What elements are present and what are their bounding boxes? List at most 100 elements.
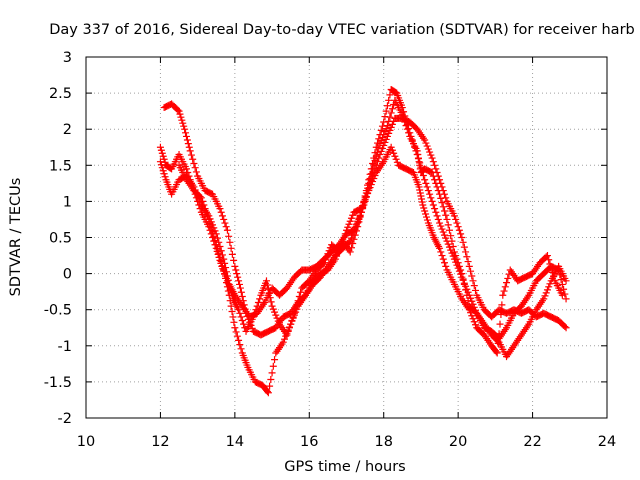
data-point-marker bbox=[420, 204, 428, 212]
data-point-marker bbox=[354, 223, 362, 231]
data-point-marker bbox=[320, 259, 328, 267]
data-point-marker bbox=[468, 297, 476, 305]
data-point-marker bbox=[343, 226, 350, 234]
data-point-marker bbox=[381, 138, 389, 146]
data-point-marker bbox=[185, 143, 193, 151]
data-point-marker bbox=[264, 389, 272, 397]
data-point-marker bbox=[271, 356, 279, 364]
data-point-marker bbox=[562, 295, 570, 303]
data-point-marker bbox=[284, 327, 292, 335]
data-point-marker bbox=[352, 227, 360, 235]
data-point-marker bbox=[562, 277, 570, 285]
data-point-marker bbox=[339, 237, 347, 245]
data-point-marker bbox=[331, 255, 339, 263]
data-point-marker bbox=[182, 132, 190, 140]
data-point-marker bbox=[189, 155, 197, 163]
data-point-marker bbox=[216, 256, 224, 264]
data-point-marker bbox=[436, 190, 444, 198]
data-point-marker bbox=[548, 268, 556, 276]
data-point-marker bbox=[457, 230, 465, 238]
data-point-marker bbox=[467, 309, 475, 317]
x-tick-label: 12 bbox=[151, 434, 169, 450]
data-point-marker bbox=[448, 237, 456, 245]
data-point-marker bbox=[439, 255, 447, 263]
data-point-marker bbox=[210, 237, 218, 245]
data-point-marker bbox=[268, 302, 276, 310]
data-point-marker bbox=[422, 139, 430, 147]
data-point-marker bbox=[434, 215, 442, 223]
data-point-marker bbox=[269, 362, 277, 370]
data-point-marker bbox=[499, 291, 507, 299]
data-point-marker bbox=[423, 216, 431, 224]
data-point-marker bbox=[160, 170, 168, 178]
data-point-marker bbox=[248, 324, 256, 332]
data-point-marker bbox=[319, 260, 327, 268]
data-point-marker bbox=[235, 277, 243, 285]
data-point-marker bbox=[469, 315, 477, 323]
data-point-marker bbox=[385, 129, 393, 137]
data-point-marker bbox=[442, 194, 450, 202]
data-point-marker bbox=[558, 280, 566, 288]
data-point-marker bbox=[422, 179, 430, 187]
data-point-marker bbox=[340, 234, 348, 241]
data-point-marker bbox=[209, 234, 217, 241]
data-point-marker bbox=[226, 238, 234, 246]
data-point-marker bbox=[428, 169, 436, 177]
data-point-marker bbox=[196, 205, 204, 213]
data-point-marker bbox=[289, 313, 297, 321]
data-point-marker bbox=[419, 201, 427, 209]
data-point-marker bbox=[460, 243, 468, 251]
data-point-marker bbox=[335, 248, 343, 256]
data-point-marker bbox=[440, 207, 448, 215]
data-point-marker bbox=[463, 285, 471, 293]
data-point-marker bbox=[238, 317, 246, 325]
data-point-marker bbox=[386, 91, 394, 99]
data-point-marker bbox=[504, 274, 512, 282]
data-point-marker bbox=[226, 286, 234, 294]
data-point-marker bbox=[206, 226, 214, 234]
data-point-marker bbox=[385, 96, 393, 104]
data-point-marker bbox=[371, 156, 379, 164]
data-point-marker bbox=[440, 259, 448, 267]
data-point-marker bbox=[158, 164, 166, 172]
data-point-marker bbox=[421, 207, 429, 215]
x-tick-label: 16 bbox=[300, 434, 318, 450]
data-point-marker bbox=[426, 148, 434, 156]
data-point-marker bbox=[274, 317, 282, 325]
data-point-marker bbox=[254, 298, 262, 306]
data-point-marker bbox=[562, 324, 570, 332]
data-point-marker bbox=[556, 271, 564, 279]
data-point-marker bbox=[240, 301, 248, 309]
data-point-marker bbox=[241, 305, 249, 313]
data-point-marker bbox=[369, 165, 377, 173]
data-point-marker bbox=[230, 256, 238, 264]
data-point-marker bbox=[422, 210, 430, 218]
data-series-track-3 bbox=[160, 96, 570, 343]
data-point-marker bbox=[265, 289, 273, 297]
data-point-marker bbox=[431, 161, 439, 169]
data-point-marker bbox=[371, 172, 379, 180]
y-tick-label: -1.5 bbox=[44, 375, 72, 391]
data-point-marker bbox=[159, 152, 167, 160]
data-point-marker bbox=[323, 253, 331, 261]
data-point-marker bbox=[452, 252, 460, 260]
data-point-marker bbox=[187, 151, 195, 159]
data-point-marker bbox=[251, 309, 259, 317]
data-point-marker bbox=[356, 213, 364, 221]
data-point-marker bbox=[459, 238, 467, 246]
data-point-marker bbox=[362, 193, 370, 201]
data-point-marker bbox=[387, 143, 395, 151]
data-point-marker bbox=[237, 313, 245, 321]
data-point-marker bbox=[416, 189, 424, 197]
data-point-marker bbox=[493, 349, 501, 357]
data-point-marker bbox=[221, 219, 229, 227]
data-point-marker bbox=[424, 145, 432, 153]
data-point-marker bbox=[444, 221, 452, 229]
data-point-marker bbox=[423, 183, 431, 191]
data-point-marker bbox=[236, 309, 244, 317]
data-point-marker bbox=[447, 246, 455, 254]
tick-labels: 10 12 14 16 18 20 22 24 -2 -1.5 -1 -0.5 0 0.5 1 1.5 2 2.5… bbox=[44, 50, 617, 450]
data-point-marker bbox=[438, 199, 446, 207]
y-tick-label: 1.5 bbox=[49, 158, 72, 174]
data-point-marker bbox=[297, 288, 305, 296]
